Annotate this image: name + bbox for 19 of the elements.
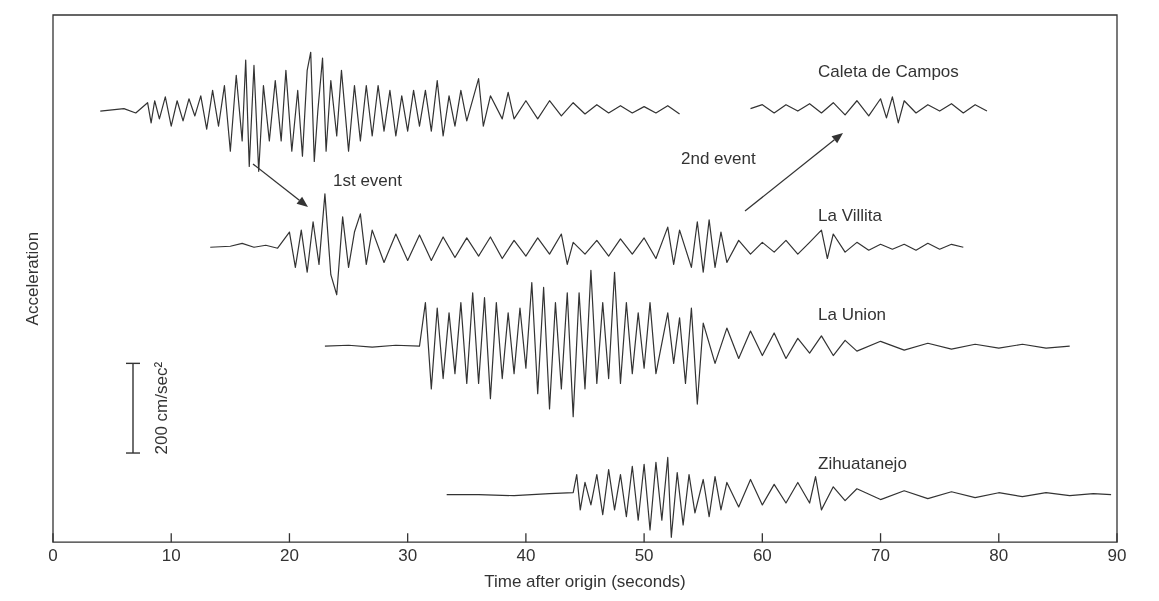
series-label: La Villita — [818, 206, 883, 226]
x-tick-label: 10 — [161, 546, 181, 566]
x-axis-title: Time after origin (seconds) — [484, 572, 686, 592]
series-label: Zihuatanejo — [818, 453, 907, 473]
x-tick-label: 0 — [48, 546, 58, 566]
x-tick-label: 30 — [398, 546, 418, 566]
annotation: 200 cm/sec² — [151, 361, 171, 455]
x-tick-label: 80 — [989, 546, 1009, 566]
x-tick-label: 20 — [279, 546, 299, 566]
x-tick-label: 90 — [1107, 546, 1127, 566]
annotation: 1st event — [333, 170, 403, 190]
y-axis-title: Acceleration — [22, 231, 42, 326]
series-label: La Union — [818, 305, 887, 325]
series-label: Caleta de Campos — [818, 62, 959, 82]
x-tick-label: 50 — [634, 546, 654, 566]
x-tick-label: 70 — [871, 546, 891, 566]
annotation: 2nd event — [681, 148, 756, 168]
x-tick-label: 60 — [752, 546, 772, 566]
x-tick-label: 40 — [516, 546, 536, 566]
